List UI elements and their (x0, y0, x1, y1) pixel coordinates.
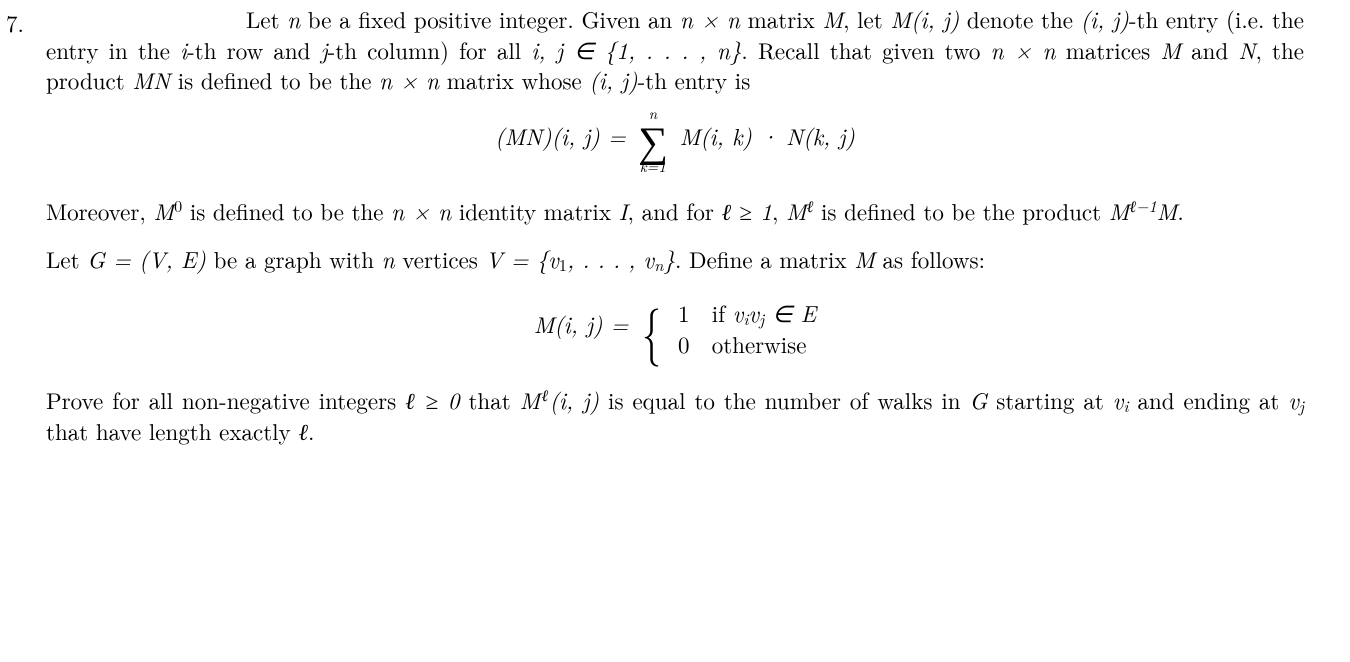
text: -th entry is (638, 63, 751, 96)
eq2-lhs: M(i, j) = (534, 307, 637, 340)
text: is equal to the number of walks in (599, 383, 969, 416)
text: Prove for all non-negative integers (46, 383, 405, 416)
text: , (772, 194, 786, 227)
math-ell-ge-0: ℓ ≥ 0 (405, 383, 459, 416)
math-G-VE: G = (V, E) (87, 242, 206, 275)
cases-row-2: 0 otherwise (674, 328, 817, 359)
paragraph-4: Prove for all non-negative integers ℓ ≥ … (46, 385, 1304, 446)
text: and ending at (1128, 383, 1288, 416)
math-ell: ℓ (298, 414, 308, 447)
display-eq-2: M(i, j) = { 1 if vivj ∈ E 0 otherwise (46, 297, 1304, 359)
text: . Define a matrix (675, 242, 854, 275)
math-M0: M0 (153, 194, 182, 227)
math-nxn: n × n (680, 2, 740, 35)
paragraph-1: Let n be a fixed positive integer. Given… (46, 4, 1304, 96)
problem-page: 7. Let n be a fixed positive integer. Gi… (0, 4, 1350, 446)
math-n: n (382, 242, 395, 275)
text: denote the (959, 2, 1080, 35)
text: that (460, 383, 520, 416)
text: matrix (740, 2, 822, 35)
math-ij: (i, j) (589, 63, 637, 96)
text: is defined to be the (170, 63, 379, 96)
text: identity matrix (451, 194, 618, 227)
text: , let (843, 2, 890, 35)
text: . (1177, 194, 1183, 227)
text: Moreover, (46, 194, 153, 227)
cases-row-1: 1 if vivj ∈ E (674, 297, 817, 328)
sum-symbol: n ∑ k=1 (638, 106, 668, 174)
text: , and for (628, 194, 722, 227)
text: Let (246, 2, 287, 35)
text: that have length exactly (46, 414, 298, 447)
text: -th row and (187, 33, 320, 66)
sigma-icon: ∑ (638, 119, 668, 161)
math-Mij: M(i, j) (890, 2, 959, 35)
math-Mlm1M: Mℓ−1M (1109, 194, 1178, 227)
text: matrices (1056, 33, 1161, 66)
case-2-value: 0 (674, 328, 694, 359)
case-1-value: 1 (674, 297, 694, 328)
math-I: I (619, 194, 628, 227)
text: -th column) for all (328, 33, 532, 66)
math-ij: (i, j) (1081, 2, 1129, 35)
math-vi: vi (1113, 383, 1129, 416)
sum-lower: k=1 (638, 159, 668, 174)
paragraph-2: Moreover, M0 is defined to be the n × n … (46, 196, 1304, 227)
problem-number: 7. (6, 8, 24, 39)
eq1-lhs: (MN)(i, j) = (495, 119, 634, 152)
math-M: M (1160, 33, 1181, 66)
text: starting at (987, 383, 1112, 416)
cases-table: 1 if vivj ∈ E 0 otherwise (674, 297, 817, 359)
math-MN: MN (132, 63, 170, 96)
math-nxn: n × n (391, 194, 451, 227)
text: . Recall that given two (741, 33, 990, 66)
math-nxn: n × n (991, 33, 1056, 66)
math-V-set: V = {v1, . . . , vn} (486, 242, 675, 275)
math-Ml-ij: Mℓ(i, j) (520, 383, 599, 416)
math-n: n (287, 2, 300, 35)
case-2-condition: otherwise (712, 328, 807, 359)
math-nxn: n × n (379, 63, 439, 96)
text: . (308, 414, 314, 447)
math-j: j (321, 33, 328, 66)
text: and (1181, 33, 1238, 66)
math-M: M (822, 2, 843, 35)
math-M: M (854, 242, 875, 275)
display-eq-1: (MN)(i, j) = n ∑ k=1 M(i, k) · N(k, j) (46, 106, 1304, 174)
left-brace-icon: { (642, 302, 661, 354)
eq1-rhs: M(i, k) · N(k, j) (680, 119, 855, 152)
cases-brace: { 1 if vivj ∈ E 0 otherwise (637, 297, 817, 359)
math-vj: vj (1288, 383, 1304, 416)
text: is defined to be the product (813, 194, 1108, 227)
math-ij-set: i, j ∈ {1, . . . , n} (531, 33, 741, 66)
text: be a fixed positive integer. Given an (300, 2, 680, 35)
text: is defined to be the (182, 194, 391, 227)
text: vertices (395, 242, 486, 275)
text: matrix whose (439, 63, 589, 96)
text: as follows: (875, 242, 985, 275)
text: Let (46, 242, 87, 275)
math-Ml: Mℓ (786, 194, 813, 227)
math-G: G (970, 383, 988, 416)
math-N: N (1238, 33, 1255, 66)
math-ell-ge-1: ℓ ≥ 1 (722, 194, 772, 227)
case-1-condition: if vivj ∈ E (712, 297, 817, 328)
paragraph-3: Let G = (V, E) be a graph with n vertice… (46, 244, 1304, 275)
text: be a graph with (206, 242, 382, 275)
